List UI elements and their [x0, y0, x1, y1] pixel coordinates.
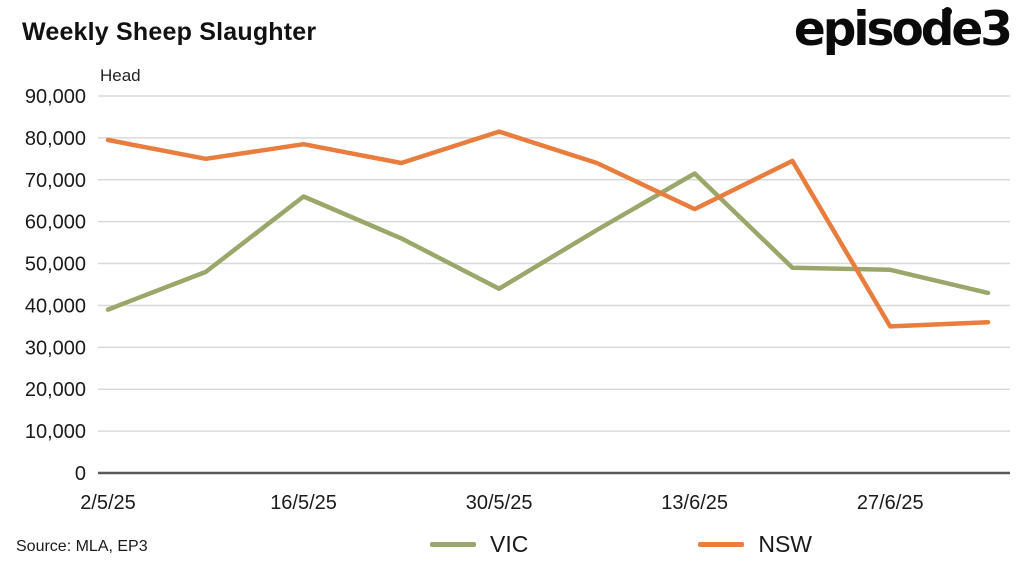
nsw-line-swatch-icon — [698, 542, 745, 547]
chart-title: Weekly Sheep Slaughter — [22, 18, 317, 46]
svg-text:10,000: 10,000 — [25, 421, 86, 443]
svg-text:30,000: 30,000 — [25, 337, 86, 359]
svg-text:16/5/25: 16/5/25 — [270, 492, 337, 514]
episode3-logo: episode3 — [793, 2, 1013, 57]
svg-text:50,000: 50,000 — [25, 254, 86, 276]
svg-text:40,000: 40,000 — [25, 295, 86, 317]
svg-text:90,000: 90,000 — [25, 86, 86, 108]
y-axis-unit-label: Head — [100, 66, 141, 85]
svg-text:27/6/25: 27/6/25 — [857, 492, 924, 514]
svg-text:0: 0 — [75, 463, 86, 485]
vic-line-swatch-icon — [430, 542, 476, 547]
logo-text: episode3 — [793, 2, 1013, 57]
svg-text:13/6/25: 13/6/25 — [661, 492, 728, 514]
svg-text:80,000: 80,000 — [25, 128, 86, 150]
legend-item-nsw: NSW — [698, 531, 812, 558]
legend-item-vic: VIC — [430, 531, 528, 558]
source-note: Source: MLA, EP3 — [16, 538, 148, 555]
svg-text:30/5/25: 30/5/25 — [466, 492, 533, 514]
svg-text:60,000: 60,000 — [25, 212, 86, 234]
svg-text:2/5/25: 2/5/25 — [80, 492, 136, 514]
legend-label-vic: VIC — [490, 531, 529, 557]
svg-text:70,000: 70,000 — [25, 170, 86, 192]
logo-dot-icon — [943, 7, 952, 16]
svg-text:20,000: 20,000 — [25, 379, 86, 401]
legend-label-nsw: NSW — [758, 531, 813, 557]
chart-legend: VIC NSW — [430, 531, 812, 558]
